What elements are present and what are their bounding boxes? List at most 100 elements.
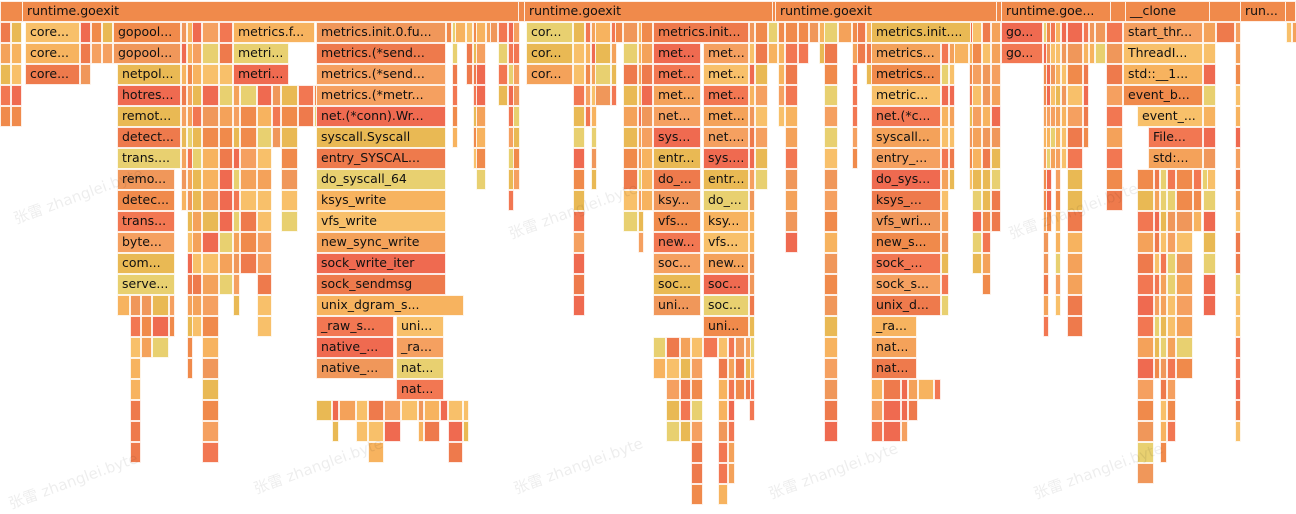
stack-frame-sliver[interactable] xyxy=(91,22,102,43)
stack-frame-sliver[interactable] xyxy=(691,421,703,442)
stack-frame-sliver[interactable] xyxy=(585,64,591,85)
stack-frame-sliver[interactable] xyxy=(1137,169,1154,190)
stack-frame-sliver[interactable] xyxy=(80,43,91,64)
stack-frame-sliver[interactable] xyxy=(257,295,272,316)
stack-frame-sliver[interactable] xyxy=(202,127,219,148)
stack-frame-sliver[interactable] xyxy=(1154,337,1160,358)
stack-frame[interactable]: met... xyxy=(703,43,749,64)
stack-frame-sliver[interactable] xyxy=(1055,43,1061,64)
stack-frame-sliver[interactable] xyxy=(233,232,240,253)
stack-frame-sliver[interactable] xyxy=(1083,127,1089,148)
stack-frame-sliver[interactable] xyxy=(152,337,169,358)
stack-frame-sliver[interactable] xyxy=(1106,148,1123,169)
stack-frame-sliver[interactable] xyxy=(11,43,22,64)
stack-frame-sliver[interactable] xyxy=(728,463,735,484)
stack-frame-sliver[interactable] xyxy=(728,379,735,400)
stack-frame-sliver[interactable] xyxy=(1089,43,1095,64)
stack-frame-sliver[interactable] xyxy=(466,64,473,85)
stack-frame-sliver[interactable] xyxy=(623,127,638,148)
stack-frame-sliver[interactable] xyxy=(824,316,838,337)
stack-frame-sliver[interactable] xyxy=(1235,295,1241,316)
stack-frame-sliver[interactable] xyxy=(1067,106,1083,127)
stack-frame[interactable]: metri... xyxy=(233,43,289,64)
stack-frame-sliver[interactable] xyxy=(982,43,991,64)
stack-frame-sliver[interactable] xyxy=(745,358,751,379)
stack-frame-sliver[interactable] xyxy=(233,190,240,211)
stack-frame-sliver[interactable] xyxy=(1055,64,1061,85)
stack-frame-sliver[interactable] xyxy=(192,253,202,274)
stack-frame-sliver[interactable] xyxy=(1067,274,1083,295)
stack-frame[interactable]: ksys_... xyxy=(871,190,941,211)
stack-frame-sliver[interactable] xyxy=(1061,148,1067,169)
stack-frame[interactable]: hotres... xyxy=(117,85,181,106)
stack-frame[interactable]: soc... xyxy=(653,253,701,274)
stack-frame-sliver[interactable] xyxy=(991,169,1001,190)
stack-frame-sliver[interactable] xyxy=(1203,85,1216,106)
stack-frame-sliver[interactable] xyxy=(202,274,219,295)
stack-frame-sliver[interactable] xyxy=(1055,232,1061,253)
stack-frame[interactable]: _ra... xyxy=(396,337,444,358)
stack-frame-sliver[interactable] xyxy=(257,148,272,169)
stack-frame-sliver[interactable] xyxy=(824,127,838,148)
stack-frame-sliver[interactable] xyxy=(824,64,838,85)
stack-frame-sliver[interactable] xyxy=(883,400,901,421)
stack-frame-sliver[interactable] xyxy=(0,106,11,127)
stack-frame-sliver[interactable] xyxy=(703,337,718,358)
stack-frame-sliver[interactable] xyxy=(749,400,755,421)
stack-frame-sliver[interactable] xyxy=(192,295,202,316)
stack-frame-sliver[interactable] xyxy=(476,85,486,106)
stack-frame-sliver[interactable] xyxy=(785,106,798,127)
stack-frame-sliver[interactable] xyxy=(785,43,798,64)
stack-frame-sliver[interactable] xyxy=(1067,85,1083,106)
stack-frame[interactable]: remot... xyxy=(117,106,181,127)
stack-frame-sliver[interactable] xyxy=(141,295,152,316)
stack-frame-sliver[interactable] xyxy=(573,148,585,169)
stack-frame-sliver[interactable] xyxy=(941,43,949,64)
stack-frame-sliver[interactable] xyxy=(755,43,768,64)
stack-frame[interactable]: serve... xyxy=(117,274,175,295)
stack-frame-sliver[interactable] xyxy=(949,169,955,190)
stack-frame-sliver[interactable] xyxy=(982,106,991,127)
stack-frame-sliver[interactable] xyxy=(219,127,233,148)
stack-frame-sliver[interactable] xyxy=(1235,337,1241,358)
stack-frame[interactable]: soc... xyxy=(703,274,749,295)
stack-frame[interactable]: ksy... xyxy=(653,190,701,211)
stack-frame-sliver[interactable] xyxy=(1055,22,1061,43)
stack-frame-sliver[interactable] xyxy=(623,211,638,232)
stack-frame-sliver[interactable] xyxy=(573,43,585,64)
stack-frame-sliver[interactable] xyxy=(1203,274,1216,295)
stack-frame-sliver[interactable] xyxy=(615,22,623,43)
stack-frame-sliver[interactable] xyxy=(1203,43,1216,64)
stack-frame-sliver[interactable] xyxy=(257,232,272,253)
stack-frame[interactable]: do_syscall_64 xyxy=(316,169,446,190)
stack-frame-sliver[interactable] xyxy=(934,379,941,400)
stack-frame-sliver[interactable] xyxy=(202,421,219,442)
stack-frame-sliver[interactable] xyxy=(785,211,798,232)
stack-frame-sliver[interactable] xyxy=(573,253,585,274)
stack-frame-sliver[interactable] xyxy=(749,211,755,232)
stack-frame[interactable]: metrics.(*send... xyxy=(316,64,446,85)
stack-frame[interactable]: std:... xyxy=(1148,148,1203,169)
stack-frame-sliver[interactable] xyxy=(1061,22,1067,43)
stack-frame-sliver[interactable] xyxy=(0,43,11,64)
stack-frame-sliver[interactable] xyxy=(463,400,469,421)
stack-frame-sliver[interactable] xyxy=(1154,358,1160,379)
stack-frame-sliver[interactable] xyxy=(595,22,611,43)
stack-frame-sliver[interactable] xyxy=(233,85,240,106)
stack-frame-sliver[interactable] xyxy=(202,295,219,316)
stack-frame-sliver[interactable] xyxy=(908,400,918,421)
stack-frame-sliver[interactable] xyxy=(871,379,883,400)
stack-frame-sliver[interactable] xyxy=(192,274,202,295)
stack-frame-sliver[interactable] xyxy=(202,211,219,232)
stack-frame[interactable]: com... xyxy=(117,253,175,274)
stack-frame-sliver[interactable] xyxy=(749,232,755,253)
stack-frame[interactable]: trans.... xyxy=(117,148,181,169)
stack-frame-sliver[interactable] xyxy=(1154,316,1160,337)
stack-frame-sliver[interactable] xyxy=(623,106,638,127)
stack-frame[interactable]: unix_d... xyxy=(871,295,941,316)
stack-frame-sliver[interactable] xyxy=(233,211,240,232)
stack-frame-sliver[interactable] xyxy=(130,337,141,358)
stack-frame-sliver[interactable] xyxy=(1167,421,1176,442)
stack-frame-sliver[interactable] xyxy=(991,190,1001,211)
stack-frame-sliver[interactable] xyxy=(130,442,141,463)
